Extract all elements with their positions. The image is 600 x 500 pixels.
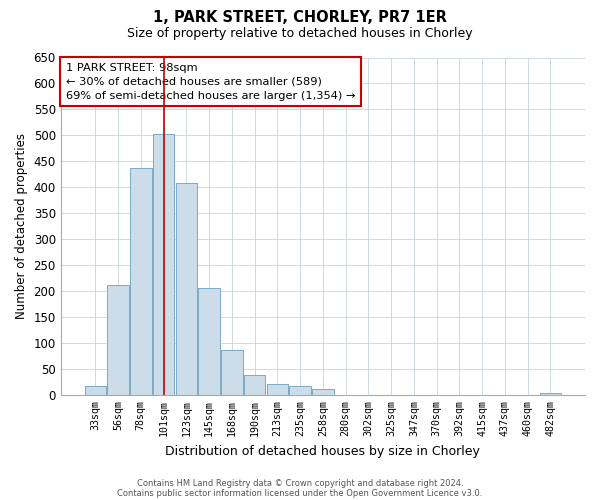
Y-axis label: Number of detached properties: Number of detached properties [15,134,28,320]
Bar [176,184,197,396]
Bar [312,389,334,396]
Text: Size of property relative to detached houses in Chorley: Size of property relative to detached ho… [127,28,473,40]
Bar [289,386,311,396]
Text: Contains HM Land Registry data © Crown copyright and database right 2024.: Contains HM Land Registry data © Crown c… [137,478,463,488]
Bar [244,374,265,396]
Bar [107,284,129,396]
X-axis label: Distribution of detached houses by size in Chorley: Distribution of detached houses by size … [166,444,480,458]
Text: 1 PARK STREET: 98sqm
← 30% of detached houses are smaller (589)
69% of semi-deta: 1 PARK STREET: 98sqm ← 30% of detached h… [66,62,355,100]
Text: 1, PARK STREET, CHORLEY, PR7 1ER: 1, PARK STREET, CHORLEY, PR7 1ER [153,10,447,25]
Bar [85,386,106,396]
Bar [266,384,288,396]
Bar [198,288,220,396]
Bar [153,134,175,396]
Bar [221,350,242,396]
Bar [130,168,152,396]
Text: Contains public sector information licensed under the Open Government Licence v3: Contains public sector information licen… [118,488,482,498]
Bar [539,392,561,396]
